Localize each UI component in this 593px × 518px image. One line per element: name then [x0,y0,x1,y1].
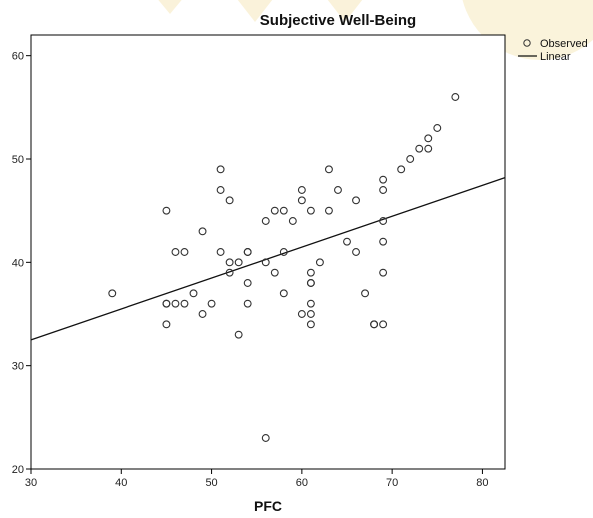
data-point [261,217,270,225]
data-point [379,268,388,277]
data-point [379,186,388,194]
x-tick-label: 60 [296,477,308,489]
data-point [162,320,171,329]
data-point [379,217,388,225]
x-axis-ticks: 30 40 50 60 70 80 [25,469,489,489]
data-point [243,248,252,256]
data-point [433,124,442,132]
data-point [324,206,333,215]
data-point [424,134,433,143]
data-point [297,196,306,205]
legend-observed-marker [523,39,531,47]
data-point [352,248,360,256]
data-point [306,279,315,287]
data-point [288,217,297,225]
data-point [261,434,270,442]
data-point [406,155,415,163]
y-tick-label: 20 [12,464,24,476]
legend: Observed Linear [518,38,588,63]
observed-points [108,93,460,442]
data-point [171,248,180,256]
data-point [306,320,315,329]
data-point [243,299,252,308]
plot-area [30,34,506,470]
data-point [198,227,207,236]
x-tick-label: 70 [386,477,398,489]
data-point [361,289,370,298]
x-tick-label: 40 [115,477,127,489]
data-point [306,310,315,318]
data-point [279,206,288,215]
data-point [162,299,171,308]
data-point [162,206,171,215]
legend-observed-label: Observed [540,38,588,50]
x-tick-label: 30 [25,477,37,489]
y-tick-label: 50 [12,154,24,166]
data-point [270,206,279,215]
y-tick-label: 40 [12,257,24,269]
data-point [415,144,424,153]
data-point [306,268,315,277]
data-point [225,258,234,267]
data-point [297,310,306,318]
y-axis-ticks: 20 30 40 50 60 [12,51,31,476]
y-tick-label: 60 [12,51,24,63]
chart-title: Subjective Well-Being [260,12,416,29]
data-point [324,165,333,174]
data-point [225,196,234,205]
data-point [379,237,388,246]
data-point [379,320,388,329]
data-point [451,93,460,101]
data-point [234,330,243,339]
data-point [424,144,433,153]
x-axis-label: PFC [254,498,282,514]
x-tick-label: 80 [476,477,488,489]
data-point [397,165,406,174]
data-point [370,320,379,329]
data-point [216,248,225,256]
data-point [180,248,189,256]
data-point [216,165,225,174]
data-point [352,196,360,205]
data-point [207,299,216,308]
data-point [279,248,288,256]
y-tick-label: 30 [12,361,24,373]
data-point [180,299,189,308]
data-point [306,299,315,308]
data-point [189,289,198,298]
data-point [306,206,315,215]
data-point [198,310,207,318]
data-point [270,268,279,277]
data-point [279,289,288,298]
data-point [108,289,117,298]
x-tick-label: 50 [205,477,217,489]
data-point [297,186,306,194]
data-point [343,237,351,246]
data-point [234,258,243,267]
data-point [334,186,342,194]
linear-fit-line [30,176,506,341]
legend-linear-label: Linear [540,51,571,63]
data-point [243,279,252,287]
data-point [216,186,225,194]
data-point [261,258,270,267]
data-point [379,175,388,184]
data-point [171,299,180,308]
data-point [315,258,324,267]
data-point [225,268,234,277]
